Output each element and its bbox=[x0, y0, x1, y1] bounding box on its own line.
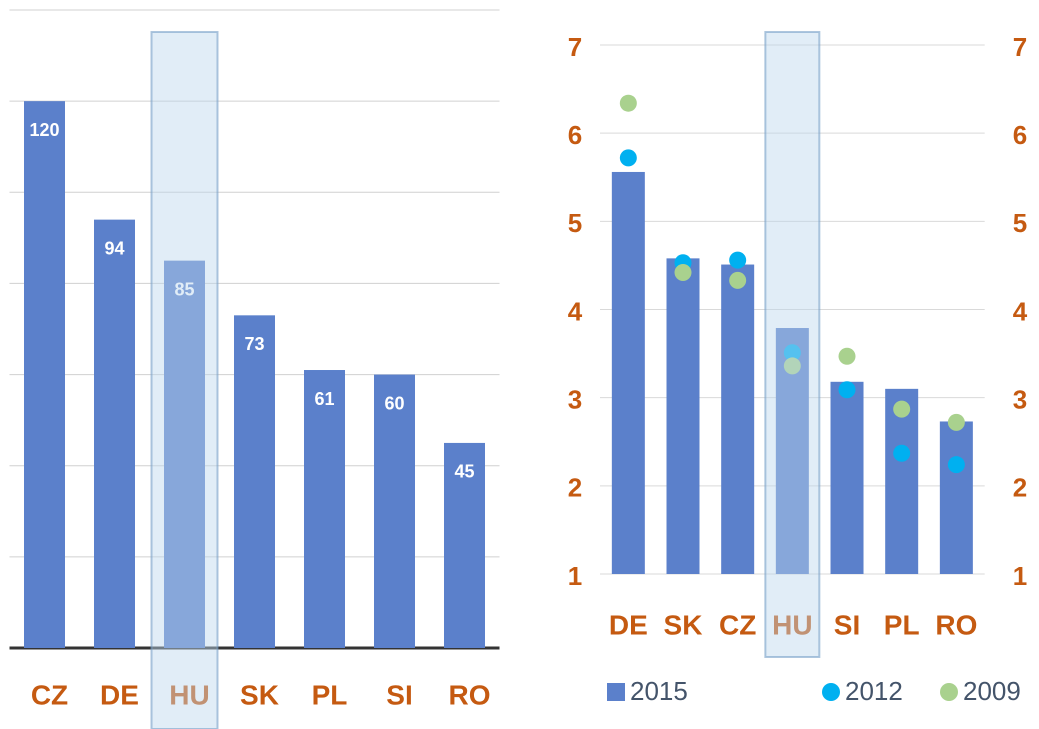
bar bbox=[721, 264, 755, 574]
dot bbox=[947, 413, 965, 431]
data-label: 73 bbox=[244, 334, 264, 354]
bar bbox=[666, 258, 700, 574]
dot bbox=[783, 344, 801, 362]
bar bbox=[164, 260, 205, 648]
y2-tick-label: 3 bbox=[1013, 385, 1027, 415]
y2-tick-label: 6 bbox=[1013, 120, 1027, 150]
legend-label: 2012 bbox=[845, 676, 903, 706]
x-tick-label: PL bbox=[312, 679, 348, 710]
y-tick-label: 5 bbox=[568, 208, 582, 238]
y2-tick-label: 5 bbox=[1013, 208, 1027, 238]
y2-tick-label: 1 bbox=[1013, 561, 1027, 591]
dot bbox=[619, 149, 637, 167]
y2-tick-label: 2 bbox=[1013, 473, 1027, 503]
dot bbox=[947, 456, 965, 474]
dot bbox=[838, 347, 856, 365]
data-label: 94 bbox=[104, 238, 124, 258]
dot bbox=[893, 400, 911, 418]
y-tick-label: 4 bbox=[568, 296, 583, 326]
bar bbox=[939, 421, 973, 574]
legend-swatch bbox=[940, 683, 958, 701]
legend-swatch bbox=[607, 683, 625, 701]
x-tick-label: SK bbox=[664, 609, 703, 640]
data-label: 61 bbox=[314, 389, 334, 409]
dot bbox=[674, 263, 692, 281]
x-tick-label: PL bbox=[884, 609, 920, 640]
bar bbox=[885, 388, 919, 574]
dot bbox=[729, 251, 747, 269]
x-tick-label: SI bbox=[386, 679, 412, 710]
bar bbox=[830, 381, 864, 574]
highlight bbox=[764, 31, 821, 658]
y-tick-label: 1 bbox=[568, 561, 582, 591]
y-tick-label: 3 bbox=[568, 385, 582, 415]
dot bbox=[729, 271, 747, 289]
highlight bbox=[150, 31, 219, 729]
legend-label: 2015 bbox=[630, 676, 688, 706]
dot bbox=[838, 381, 856, 399]
data-label: 45 bbox=[454, 462, 474, 482]
y2-tick-label: 7 bbox=[1013, 32, 1027, 62]
x-tick-label: DE bbox=[100, 679, 139, 710]
bar bbox=[304, 370, 345, 648]
bar bbox=[611, 171, 645, 574]
y-tick-label: 6 bbox=[568, 120, 582, 150]
x-tick-label: CZ bbox=[719, 609, 756, 640]
x-tick-label: HU bbox=[772, 609, 812, 640]
dot bbox=[619, 94, 637, 112]
y-tick-label: 7 bbox=[568, 32, 582, 62]
x-tick-label: DE bbox=[609, 609, 648, 640]
y-tick-label: 2 bbox=[568, 473, 582, 503]
data-label: 60 bbox=[384, 393, 404, 413]
bar bbox=[94, 219, 135, 648]
bar bbox=[234, 315, 275, 648]
x-tick-label: SK bbox=[240, 679, 279, 710]
x-tick-label: CZ bbox=[31, 679, 68, 710]
y2-tick-label: 4 bbox=[1013, 296, 1028, 326]
data-label: 85 bbox=[174, 279, 194, 299]
x-tick-label: RO bbox=[935, 609, 977, 640]
legend-swatch bbox=[822, 683, 840, 701]
legend-label: 2009 bbox=[963, 676, 1021, 706]
x-tick-label: HU bbox=[169, 679, 209, 710]
x-tick-label: SI bbox=[834, 609, 860, 640]
bar bbox=[374, 374, 415, 648]
bar bbox=[444, 442, 485, 648]
dot bbox=[893, 444, 911, 462]
bar bbox=[24, 101, 65, 648]
dot bbox=[783, 357, 801, 375]
x-tick-label: RO bbox=[449, 679, 491, 710]
data-label: 120 bbox=[29, 120, 59, 140]
